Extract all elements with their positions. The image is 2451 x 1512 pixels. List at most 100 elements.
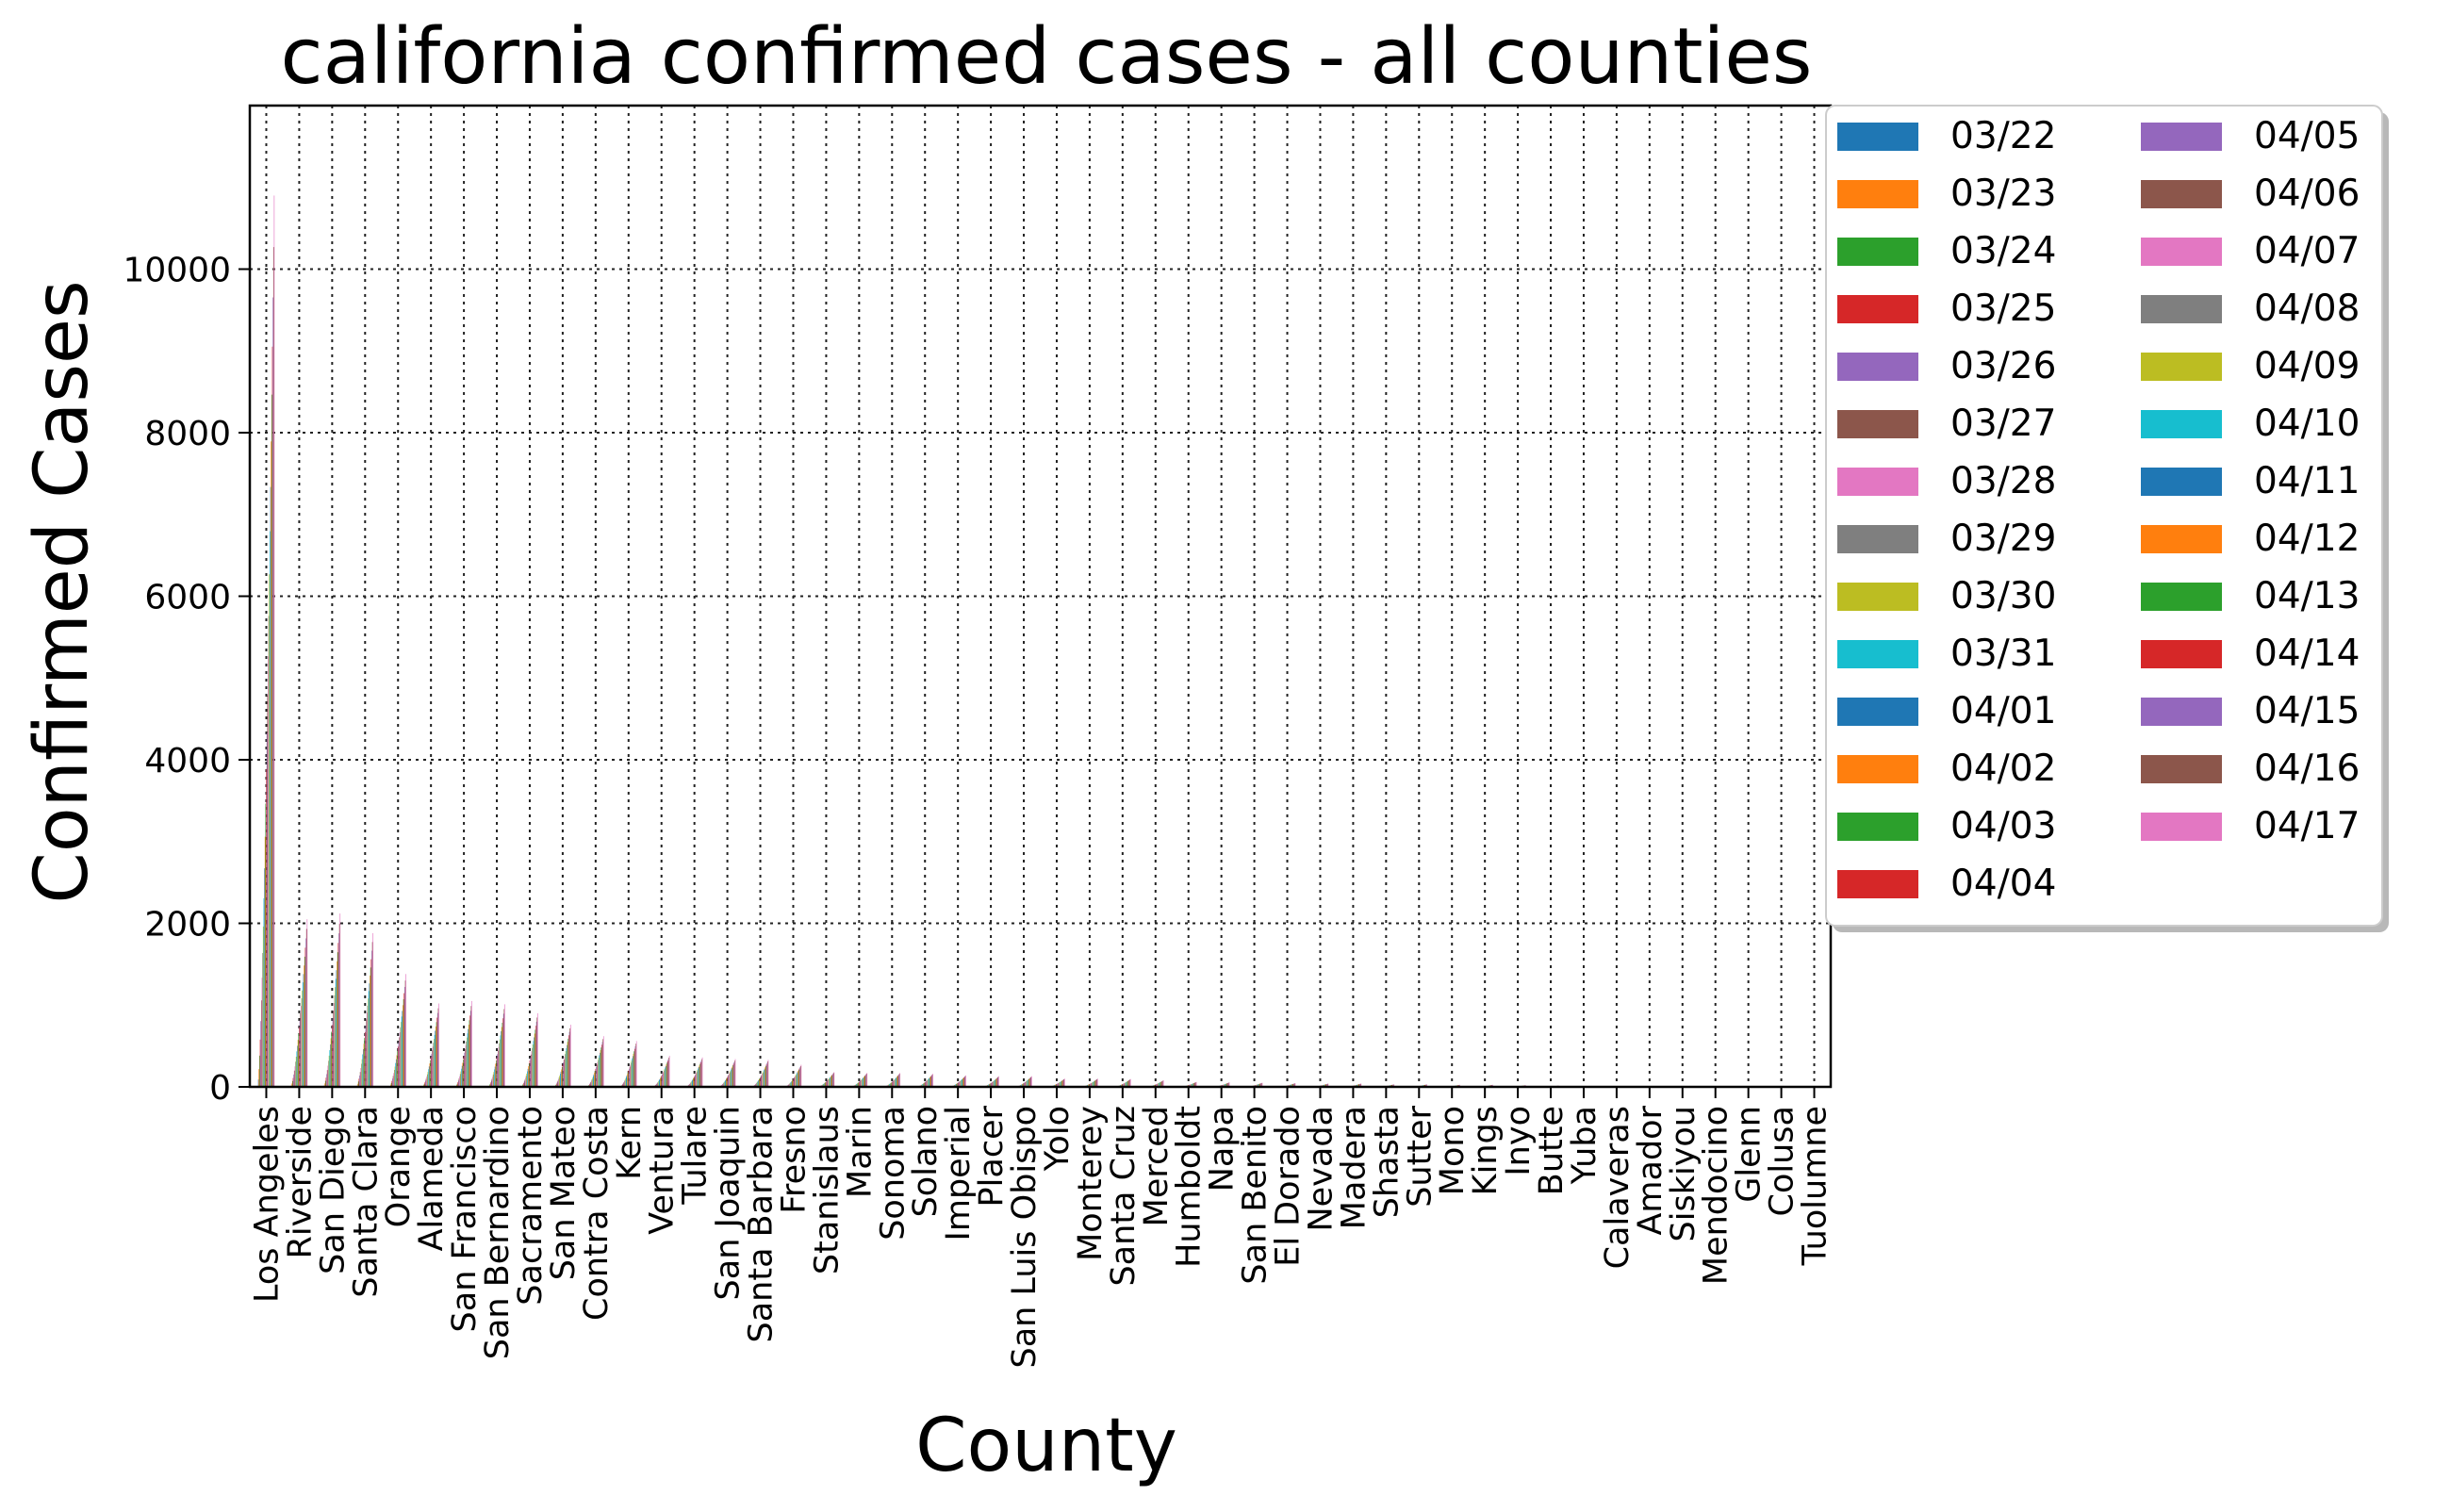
bar <box>630 1065 631 1087</box>
bar <box>537 1013 538 1087</box>
bar <box>630 1067 631 1087</box>
bar <box>766 1064 767 1087</box>
y-tick-label: 2000 <box>144 906 231 945</box>
bar <box>795 1076 796 1087</box>
bar <box>469 1015 470 1087</box>
bar <box>595 1071 596 1087</box>
bar <box>527 1071 528 1087</box>
bar <box>1031 1076 1032 1087</box>
bar <box>998 1076 999 1087</box>
bar <box>369 991 370 1087</box>
legend-swatch <box>1837 870 1918 898</box>
bar <box>461 1072 462 1087</box>
bar <box>596 1067 597 1087</box>
bar <box>597 1064 598 1087</box>
bar <box>495 1067 496 1087</box>
legend-label: 04/13 <box>2254 575 2360 617</box>
bar <box>326 1077 327 1087</box>
legend-label: 04/07 <box>2254 230 2360 272</box>
bar <box>433 1046 434 1087</box>
legend-swatch <box>2141 583 2222 611</box>
legend-label: 04/09 <box>2254 345 2360 387</box>
bar <box>367 1012 368 1087</box>
bar <box>899 1073 900 1087</box>
bar <box>731 1071 732 1087</box>
bar <box>669 1056 670 1087</box>
bar <box>559 1077 560 1087</box>
bar <box>268 656 269 1087</box>
bar <box>469 1020 470 1087</box>
bar <box>430 1063 431 1087</box>
bar <box>930 1076 931 1087</box>
bar <box>370 960 371 1087</box>
bar <box>272 298 273 1087</box>
bar <box>560 1074 561 1087</box>
bar <box>264 898 265 1087</box>
bar <box>327 1065 328 1087</box>
bar <box>295 1066 296 1087</box>
bar <box>436 1022 437 1087</box>
bar <box>459 1078 460 1087</box>
chart-title: california confirmed cases - all countie… <box>281 12 1813 102</box>
bar <box>468 1033 469 1087</box>
bar <box>372 933 373 1087</box>
bar <box>768 1060 769 1087</box>
bar <box>963 1077 964 1087</box>
bar <box>393 1073 394 1087</box>
bar <box>998 1076 999 1087</box>
legend-label: 03/28 <box>1950 460 2056 502</box>
legend-swatch <box>2141 525 2222 553</box>
bar <box>831 1076 832 1087</box>
bar <box>497 1054 498 1087</box>
bar <box>567 1045 568 1087</box>
bar <box>463 1060 464 1087</box>
bar <box>895 1079 896 1087</box>
bar <box>832 1074 833 1087</box>
bar <box>765 1066 766 1087</box>
bar <box>434 1039 435 1087</box>
bar <box>329 1050 330 1087</box>
bar <box>767 1061 768 1087</box>
bar <box>964 1076 965 1087</box>
legend-label: 04/14 <box>2254 633 2360 675</box>
bar <box>492 1076 493 1087</box>
bar <box>401 1022 402 1087</box>
bar <box>733 1064 734 1087</box>
bar <box>335 995 336 1087</box>
bar <box>663 1074 664 1087</box>
bar <box>668 1060 669 1087</box>
bar <box>862 1079 863 1087</box>
bar <box>372 942 373 1087</box>
bar <box>392 1078 393 1087</box>
bar <box>528 1069 529 1087</box>
bar <box>263 927 264 1087</box>
bar <box>666 1062 667 1087</box>
legend-swatch <box>1837 468 1918 496</box>
bar <box>293 1075 294 1087</box>
bar <box>634 1049 635 1087</box>
bar <box>563 1062 564 1087</box>
bar <box>570 1025 571 1087</box>
bar <box>403 999 404 1087</box>
bar <box>398 1046 399 1087</box>
bar <box>563 1064 564 1087</box>
bar <box>800 1066 801 1087</box>
bar <box>404 987 405 1087</box>
bar <box>267 732 268 1087</box>
bar <box>633 1051 634 1087</box>
bar <box>929 1077 930 1087</box>
bar <box>594 1075 595 1087</box>
bar <box>502 1018 503 1087</box>
bar <box>1064 1078 1065 1087</box>
bar <box>801 1065 802 1087</box>
bar <box>635 1044 636 1087</box>
bar <box>368 998 369 1087</box>
bar <box>997 1077 998 1087</box>
bar <box>460 1074 461 1087</box>
bar <box>763 1073 764 1087</box>
bar <box>965 1076 966 1087</box>
bar <box>930 1076 931 1087</box>
bar <box>504 1004 505 1087</box>
bar <box>465 1049 466 1087</box>
bar <box>431 1057 432 1087</box>
